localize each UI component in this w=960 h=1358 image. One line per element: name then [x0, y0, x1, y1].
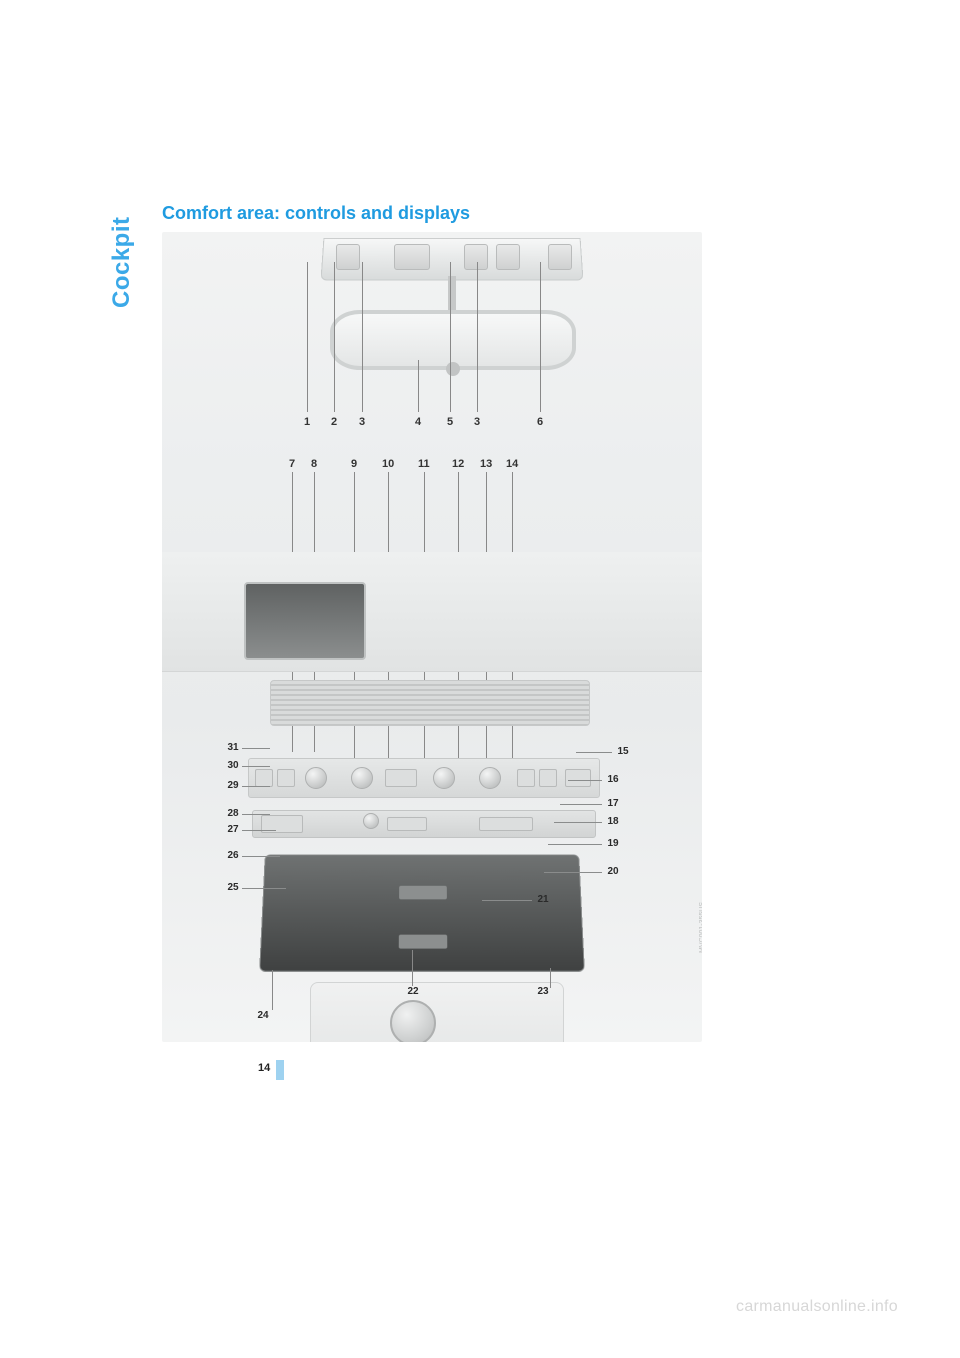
callout-number: 6 — [537, 416, 543, 428]
rotary-knob — [479, 767, 501, 789]
callout-line — [550, 968, 551, 988]
callout-line — [242, 814, 270, 815]
rotary-knob — [305, 767, 327, 789]
overhead-button — [394, 244, 430, 270]
callout-line — [576, 752, 612, 753]
tray-slot — [399, 886, 447, 900]
callout-line — [554, 822, 602, 823]
callout-line — [418, 360, 419, 412]
overhead-button — [336, 244, 360, 270]
small-knob — [363, 813, 379, 829]
callout-number: 31 — [224, 742, 242, 753]
overhead-button — [548, 244, 572, 270]
page-container: Cockpit Comfort area: controls and displ… — [0, 0, 960, 1358]
callout-line — [540, 262, 541, 412]
callout-number: 11 — [418, 458, 430, 470]
rotary-knob — [351, 767, 373, 789]
callout-number: 8 — [311, 458, 317, 470]
callout-number: 25 — [224, 882, 242, 893]
audio-strip — [252, 810, 596, 838]
callout-line — [544, 872, 602, 873]
callout-number: 18 — [604, 816, 622, 827]
control-button — [277, 769, 295, 787]
overhead-button — [464, 244, 488, 270]
rotary-knob — [433, 767, 455, 789]
page-number: 14 — [258, 1062, 270, 1074]
callout-line — [482, 900, 532, 901]
overhead-button — [496, 244, 520, 270]
control-button — [539, 769, 557, 787]
callout-line — [242, 830, 276, 831]
callout-number: 16 — [604, 774, 622, 785]
callout-number: 15 — [614, 746, 632, 757]
callout-number: 26 — [224, 850, 242, 861]
center-stack — [162, 552, 702, 1042]
overhead-console-area — [212, 232, 652, 292]
callout-number: 9 — [351, 458, 357, 470]
callout-number: 1 — [304, 416, 310, 428]
callout-number: 20 — [604, 866, 622, 877]
figure-comfort-area: 1 2 3 4 5 3 6 7 8 9 10 11 12 13 14 — [162, 232, 702, 1042]
callout-number: 22 — [404, 986, 422, 997]
callout-line — [477, 262, 478, 412]
callout-number: 2 — [331, 416, 337, 428]
storage-tray — [259, 854, 585, 971]
callout-number: 5 — [447, 416, 453, 428]
section-heading: Comfort area: controls and displays — [162, 203, 470, 224]
callout-line — [548, 844, 602, 845]
callout-line — [272, 970, 273, 1010]
callout-line — [450, 262, 451, 412]
callout-number: 17 — [604, 798, 622, 809]
control-button — [255, 769, 273, 787]
callout-number: 10 — [382, 458, 394, 470]
callout-line — [242, 856, 280, 857]
footer-watermark: carmanualsonline.info — [736, 1298, 898, 1316]
center-console — [310, 982, 564, 1042]
callout-number: 21 — [534, 894, 552, 905]
air-vents — [270, 680, 590, 726]
callout-line — [560, 804, 602, 805]
callout-line — [334, 262, 335, 412]
callout-line — [242, 748, 270, 749]
callout-line — [242, 786, 270, 787]
callout-number: 7 — [289, 458, 295, 470]
callout-line — [242, 766, 270, 767]
callout-line — [412, 950, 413, 986]
callout-number: 19 — [604, 838, 622, 849]
callout-line — [362, 262, 363, 412]
control-button — [385, 769, 417, 787]
dashboard-top — [162, 552, 702, 672]
callout-number: 14 — [506, 458, 518, 470]
control-display-screen — [244, 582, 366, 660]
control-button — [565, 769, 591, 787]
control-button — [517, 769, 535, 787]
callout-number: 3 — [359, 416, 365, 428]
button-group — [479, 817, 533, 831]
mirror-knob — [446, 362, 460, 376]
callout-number: 13 — [480, 458, 492, 470]
tray-slot — [399, 935, 448, 949]
callout-line — [307, 262, 308, 412]
callout-number: 12 — [452, 458, 464, 470]
section-sidebar-label: Cockpit — [108, 216, 136, 308]
callout-number: 30 — [224, 760, 242, 771]
callout-number: 28 — [224, 808, 242, 819]
callout-line — [568, 780, 602, 781]
idrive-controller — [390, 1000, 436, 1042]
page-number-marker — [276, 1060, 284, 1080]
climate-control-strip — [248, 758, 600, 798]
callout-number: 3 — [474, 416, 480, 428]
figure-image-code: MVC001-355US — [699, 902, 702, 953]
callout-number: 27 — [224, 824, 242, 835]
button-group — [387, 817, 427, 831]
callout-number: 4 — [415, 416, 421, 428]
callout-number: 29 — [224, 780, 242, 791]
callout-line — [242, 888, 286, 889]
callout-number: 24 — [254, 1010, 272, 1021]
